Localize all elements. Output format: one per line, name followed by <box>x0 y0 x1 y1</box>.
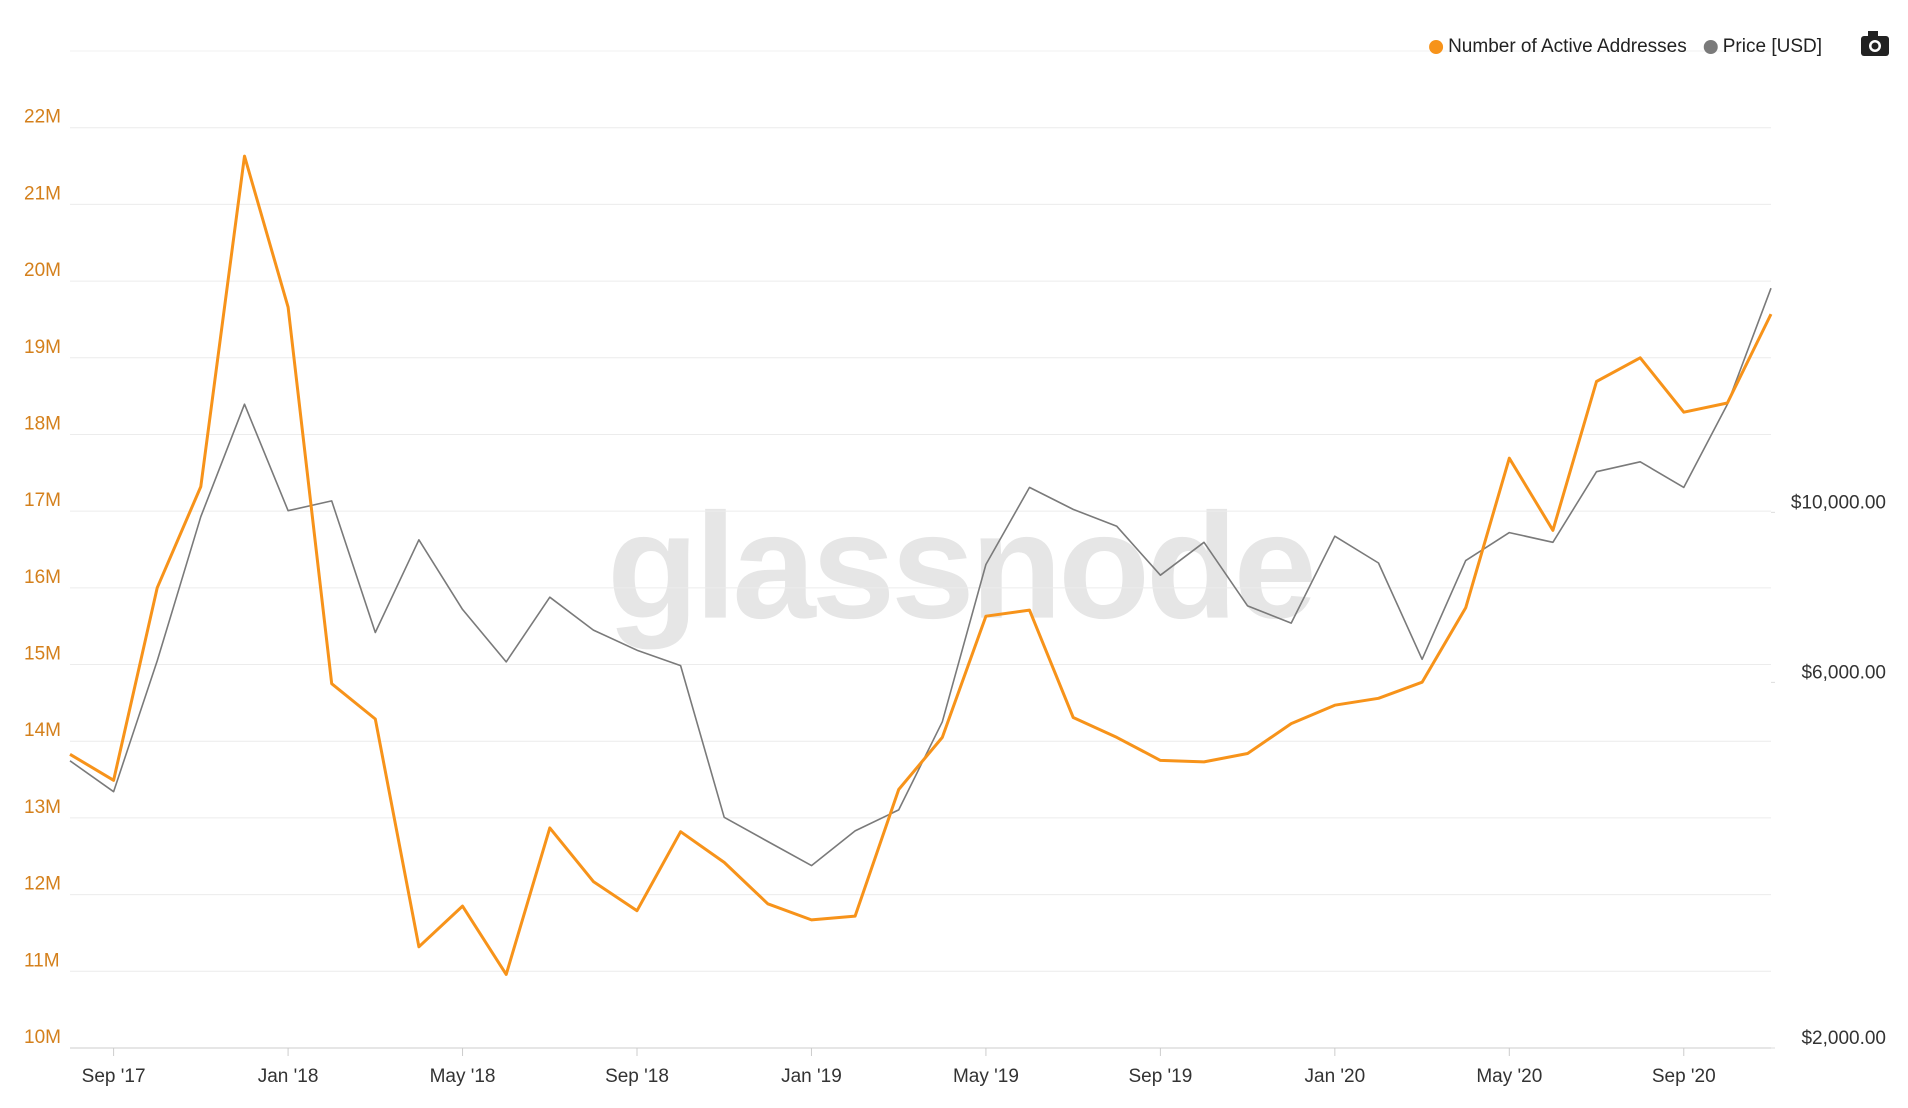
y-tick-label: 22M <box>24 107 61 128</box>
y2-tick-label: $6,000.00 <box>1801 662 1886 683</box>
legend-label[interactable]: Price [USD] <box>1723 36 1822 57</box>
y-tick-label: 17M <box>24 490 61 511</box>
x-tick-label: Sep '17 <box>82 1066 146 1087</box>
legend-marker[interactable] <box>1429 40 1444 54</box>
y-tick-label: 10M <box>24 1027 61 1048</box>
x-tick-label: May '18 <box>430 1066 496 1087</box>
y-tick-label: 20M <box>24 260 61 281</box>
x-tick-label: Jan '19 <box>781 1066 842 1087</box>
series-line <box>69 287 1772 867</box>
x-tick-label: Sep '18 <box>605 1066 669 1087</box>
watermark: glassnode <box>607 482 1313 650</box>
x-tick-label: Jan '20 <box>1305 1066 1366 1087</box>
y2-tick-label: $10,000.00 <box>1791 492 1886 513</box>
y-tick-label: 21M <box>24 183 61 204</box>
x-tick-label: Sep '19 <box>1128 1066 1192 1087</box>
y-tick-label: 19M <box>24 337 61 358</box>
series-line <box>69 154 1773 976</box>
y-tick-label: 18M <box>24 413 61 434</box>
x-tick-label: May '19 <box>953 1066 1019 1087</box>
y-tick-label: 11M <box>24 950 60 971</box>
x-tick-label: Jan '18 <box>258 1066 319 1087</box>
y-tick-label: 13M <box>24 797 61 818</box>
y-tick-label: 15M <box>24 644 61 665</box>
x-tick-label: May '20 <box>1476 1066 1542 1087</box>
y-tick-label: 14M <box>24 720 61 741</box>
legend-label[interactable]: Number of Active Addresses <box>1448 36 1687 57</box>
y-tick-label: 16M <box>24 567 61 588</box>
x-tick-label: Sep '20 <box>1652 1066 1716 1087</box>
y2-tick-label: $2,000.00 <box>1801 1028 1886 1049</box>
legend-marker[interactable] <box>1703 40 1718 54</box>
y-tick-label: 12M <box>24 874 61 895</box>
camera-icon[interactable] <box>1861 31 1889 56</box>
